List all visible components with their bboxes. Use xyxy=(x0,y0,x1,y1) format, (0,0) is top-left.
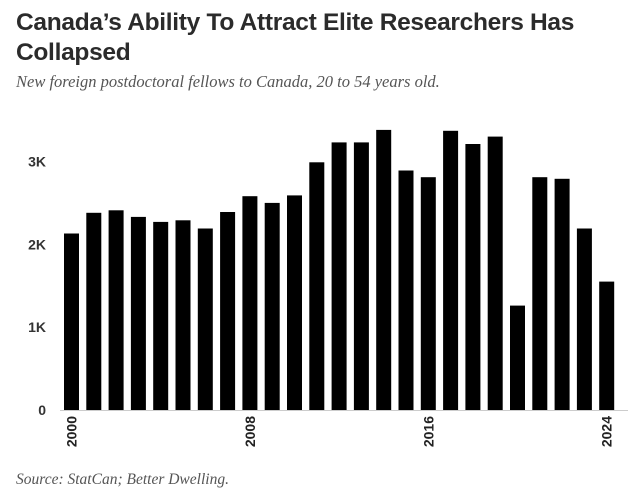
bar-2009 xyxy=(264,202,280,410)
bar-2013 xyxy=(353,142,369,410)
bar-chart: 0 1K 2K 3K 2000 2008 2016 2024 xyxy=(28,129,628,447)
y-tick-label: 2K xyxy=(28,236,46,252)
bar-2001 xyxy=(86,212,102,410)
y-tick-label: 0 xyxy=(38,402,46,418)
bar-2017 xyxy=(443,130,459,411)
bar-2005 xyxy=(175,220,191,410)
x-axis-labels: 2000 2008 2016 2024 xyxy=(64,416,615,447)
bar-2011 xyxy=(309,162,325,410)
bar-2020 xyxy=(510,305,525,410)
bar-2000 xyxy=(64,233,79,410)
x-tick-label: 2024 xyxy=(599,416,615,447)
bar-2007 xyxy=(220,212,236,410)
bar-2002 xyxy=(108,210,124,410)
y-axis-labels: 0 1K 2K 3K xyxy=(28,153,46,418)
bar-2016 xyxy=(420,177,436,410)
bar-2003 xyxy=(130,216,146,410)
bar-2012 xyxy=(331,142,347,410)
y-tick-label: 3K xyxy=(28,153,46,169)
bar-2010 xyxy=(287,195,302,410)
x-tick-label: 2008 xyxy=(242,416,258,447)
bar-2015 xyxy=(398,170,414,410)
bar-2004 xyxy=(153,221,169,410)
bar-2006 xyxy=(197,228,213,410)
bar-2008 xyxy=(242,196,258,410)
chart-title: Canada’s Ability To Attract Elite Resear… xyxy=(16,9,575,66)
chart-subtitle: New foreign postdoctoral fellows to Cana… xyxy=(16,72,440,91)
bar-2018 xyxy=(465,144,481,410)
bar-2014 xyxy=(376,129,392,410)
bar-2023 xyxy=(576,228,592,410)
bar-2019 xyxy=(487,136,503,410)
x-tick-label: 2016 xyxy=(420,416,436,447)
y-tick-label: 1K xyxy=(28,319,46,335)
bar-2021 xyxy=(532,177,548,410)
chart-source: Source: StatCan; Better Dwelling. xyxy=(16,471,229,488)
bar-2024 xyxy=(599,281,615,410)
bar-2022 xyxy=(554,178,570,410)
x-tick-label: 2000 xyxy=(64,416,80,447)
bars xyxy=(64,129,615,411)
